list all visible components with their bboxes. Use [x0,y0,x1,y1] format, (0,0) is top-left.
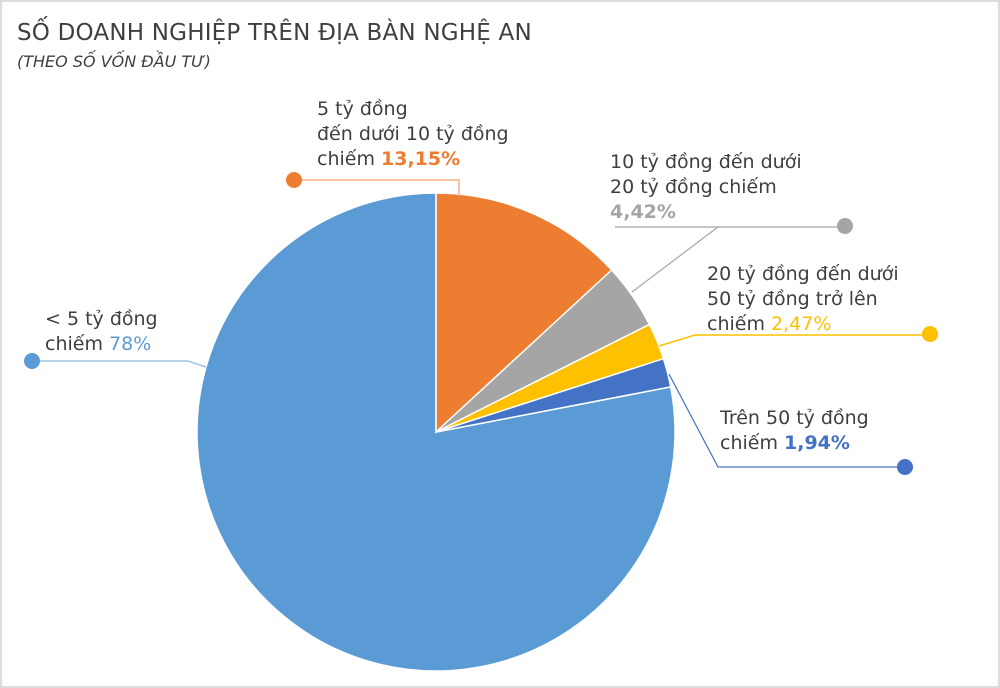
leader-line-20-50 [658,334,930,347]
label-gt50-line1: Trên 50 tỷ đồng [720,407,869,429]
label-10-20-line1: 10 tỷ đồng đến dưới [610,151,802,173]
leader-line-lt5 [32,360,207,368]
label-20-50: 20 tỷ đồng đến dưới 50 tỷ đồng trở lên c… [707,262,899,337]
dot-gt50 [897,459,913,475]
pct-10-20: 4,42% [610,201,676,223]
dot-10-20 [837,218,853,234]
slice-gt50 [435,357,672,433]
label-gt50-prefix: chiếm [720,432,785,454]
label-lt5-prefix: chiếm [45,333,110,355]
label-10-20-line2: 20 tỷ đồng chiếm [610,176,777,198]
leader-line-gt50 [668,373,905,468]
chart-title: SỐ DOANH NGHIỆP TRÊN ĐỊA BÀN NGHỆ AN [17,20,532,46]
label-20-50-line1: 20 tỷ đồng đến dưới [707,263,899,285]
label-20-50-prefix: chiếm [707,313,772,335]
label-gt50: Trên 50 tỷ đồng chiếm 1,94% [720,406,869,456]
label-10-20: 10 tỷ đồng đến dưới 20 tỷ đồng chiếm 4,4… [610,150,802,225]
pct-gt50: 1,94% [784,432,850,454]
label-lt5-line1: < 5 tỷ đồng [45,308,158,330]
pct-lt5: 78% [109,333,152,355]
dot-5-10 [286,172,302,188]
pct-5-10: 13,15% [381,148,461,170]
label-5-10-line2: đến dưới 10 tỷ đồng [317,123,509,145]
label-lt5: < 5 tỷ đồng chiếm 78% [45,307,158,357]
leader-line-5-10 [294,179,460,196]
label-5-10-prefix: chiếm [317,148,382,170]
dot-20-50 [922,326,938,342]
slice-5-10 [435,192,613,434]
chart-subtitle: (THEO SỐ VỐN ĐẦU TƯ) [17,52,211,71]
dot-lt5 [24,353,40,369]
pct-20-50: 2,47% [771,313,832,335]
label-20-50-line2: 50 tỷ đồng trở lên [707,288,878,310]
label-5-10-line1: 5 tỷ đồng [317,98,408,120]
label-5-10: 5 tỷ đồng đến dưới 10 tỷ đồng chiếm 13,1… [317,97,509,172]
